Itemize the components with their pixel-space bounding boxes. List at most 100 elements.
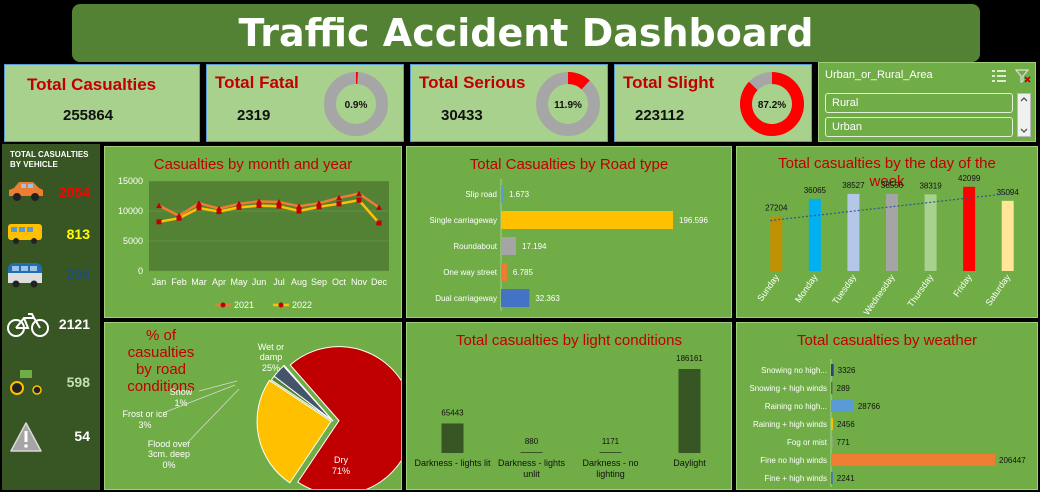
donut-pct-label: 87.2%: [758, 100, 786, 111]
category-label-fog-or-mist: Fog or mist: [787, 438, 828, 447]
x-tick-label: Sep: [311, 277, 327, 287]
pie-label-wet-pct: 25%: [262, 363, 280, 373]
clear-filter-icon[interactable]: [1015, 69, 1031, 83]
bar-sunday: [770, 216, 783, 271]
slicer-option-rural[interactable]: Rural: [825, 93, 1013, 113]
pie-label-flood-over-3cm-deep-pct: 0%: [162, 460, 175, 470]
category-label-fine-no-high-winds: Fine no high winds: [760, 456, 827, 465]
x-tick-label-saturday: Saturday: [983, 272, 1012, 308]
category-label-snowing-no-high: Snowing no high...: [761, 366, 827, 375]
pie-label-wet-name1: Wet or: [258, 342, 284, 352]
donut-fill: [356, 72, 359, 85]
pie-slice-dry: [289, 346, 401, 489]
vehicle-van-value: 204: [66, 266, 90, 282]
vehicle-panel: TOTAL CASUALTIES BY VEHICLE 2054 813 204…: [2, 144, 100, 490]
pie-label-dry-name: Dry: [334, 455, 348, 465]
kpi-total-fatal-label: Total Fatal: [215, 73, 299, 92]
bar-dual-carriageway: [501, 289, 530, 307]
x-tick-label-darkness-no-lighting-1: Darkness - no: [582, 458, 638, 468]
point-2021: [356, 190, 362, 197]
vehicle-header-line1: TOTAL CASUALTIES: [10, 150, 89, 159]
chart-day-svg: 27204 Sunday 36065 Monday 38527 Tuesday 38556 W…: [755, 174, 1020, 317]
slicer-scrollbar[interactable]: [1017, 93, 1031, 137]
bar-darkness-lights-lit: [441, 423, 464, 453]
chart-pie-title-line1: % of casualties: [127, 327, 195, 361]
chart-light-svg: 65443 Darkness - lights lit 880 Darkness - …: [414, 354, 706, 479]
van-icon: [8, 263, 42, 288]
chart-day-title-line1: Total casualties by the day of the: [778, 155, 996, 172]
chart-light-title: Total casualties by light conditions: [456, 332, 682, 349]
vehicle-row-tractor: 598: [6, 366, 98, 402]
scroll-arrows-icon: [1020, 97, 1028, 133]
chart-month-title: Casualties by month and year: [153, 156, 353, 173]
y-tick-label: 5000: [123, 236, 143, 246]
pie-label-flood-over-3cm-deep-name2: 3cm. deep: [148, 449, 190, 459]
pie-label-frost-or-ice-pct: 3%: [138, 420, 151, 430]
chart-day-title-line2: week: [869, 173, 905, 190]
x-tick-label: Apr: [212, 277, 226, 287]
bar-tuesday: [847, 193, 860, 271]
point-2021: [296, 203, 302, 209]
pie-label-flood-over-3cm-deep-name1: Flood over: [148, 439, 191, 449]
data-label-daylight: 186161: [676, 354, 703, 363]
warning-icon: [10, 422, 42, 452]
x-tick-label: Jan: [152, 277, 167, 287]
slicer-option-urban[interactable]: Urban: [825, 117, 1013, 137]
bar-slip-road: [501, 185, 503, 203]
vehicle-row-other: 54: [6, 420, 98, 456]
panel-month-year: Casualties by month and year 0 5000 10000 1…: [104, 146, 402, 318]
x-tick-label-darkness-lights-unlit-1: Darkness - lights: [498, 458, 566, 468]
series-line-2021: [158, 192, 380, 218]
data-label-raining-high-winds: 2456: [837, 420, 855, 429]
category-label-raining-no-high: Raining no high...: [765, 402, 827, 411]
chart-pie-title-line2: by road: [135, 361, 187, 378]
bar-thursday: [924, 194, 937, 271]
multi-select-icon[interactable]: [991, 69, 1007, 83]
data-label-dual-carriageway: 32.363: [535, 294, 560, 303]
leader-line-snow: [198, 380, 238, 392]
chart-road-svg: Slip road 1.673 Single carriageway 196.596 R…: [429, 179, 708, 311]
panel-road-conditions: % of casualties by road conditions Dry 71…: [104, 322, 402, 490]
point-2022: [216, 209, 222, 215]
data-label-saturday: 35094: [997, 188, 1020, 197]
point-2022: [316, 204, 322, 210]
kpi-total-fatal-donut: 0.9%: [324, 72, 388, 136]
x-tick-label-sunday: Sunday: [755, 272, 781, 303]
trendline: [770, 192, 1014, 222]
data-label-snowing-no-high: 3326: [838, 366, 856, 375]
bar-daylight: [678, 369, 701, 453]
leader-line-flood-over-3cm-deep: [186, 388, 240, 444]
kpi-total-casualties-label: Total Casualties: [27, 75, 157, 94]
point-2022: [296, 208, 302, 214]
data-label-slip-road: 1.673: [509, 190, 530, 199]
donut-pct-label: 11.9%: [554, 100, 582, 111]
data-label-darkness-lights-unlit: 880: [525, 437, 539, 446]
bar-wednesday: [886, 193, 898, 271]
kpi-total-casualties-value: 255864: [63, 107, 114, 124]
x-tick-label-thursday: Thursday: [905, 272, 935, 309]
x-tick-label-darkness-no-lighting-2: lighting: [596, 469, 625, 479]
car-icon: [9, 182, 43, 201]
legend-label-2021: 2021: [234, 300, 254, 310]
data-label-thursday: 38319: [919, 181, 942, 190]
data-label-fine-high-winds: 2241: [837, 474, 855, 483]
donut-fill: [568, 72, 590, 90]
x-tick-label-monday: Monday: [793, 272, 820, 304]
panel-road-type: Total Casualties by Road type Slip road 1…: [406, 146, 732, 318]
category-label-snowing-high-winds: Snowing + high winds: [749, 384, 827, 393]
point-2022: [156, 219, 162, 225]
chart-month-svg: 0 5000 10000 15000 Jan Feb Mar Apr May Jun Jul Aug S…: [118, 176, 389, 310]
pie-label-snow-pct: 1%: [174, 398, 187, 408]
pie-slice-flood-over-3cm-deep: [282, 364, 334, 422]
point-2021: [336, 194, 342, 201]
kpi-total-serious-donut: 11.9%: [536, 72, 600, 136]
vehicle-car-value: 2054: [58, 184, 90, 200]
bar-snowing-no-high: [831, 364, 834, 376]
kpi-total-fatal-value: 2319: [237, 107, 271, 124]
category-label-dual-carriageway: Dual carriageway: [435, 294, 497, 303]
bar-fine-no-high-winds: [831, 454, 995, 466]
x-tick-label-darkness-lights-lit-1: Darkness - lights lit: [414, 458, 491, 468]
category-label-fine-high-winds: Fine + high winds: [765, 474, 827, 483]
vehicle-row-bicycle: 2121: [6, 308, 98, 344]
vehicle-row-car: 2054: [6, 176, 98, 212]
